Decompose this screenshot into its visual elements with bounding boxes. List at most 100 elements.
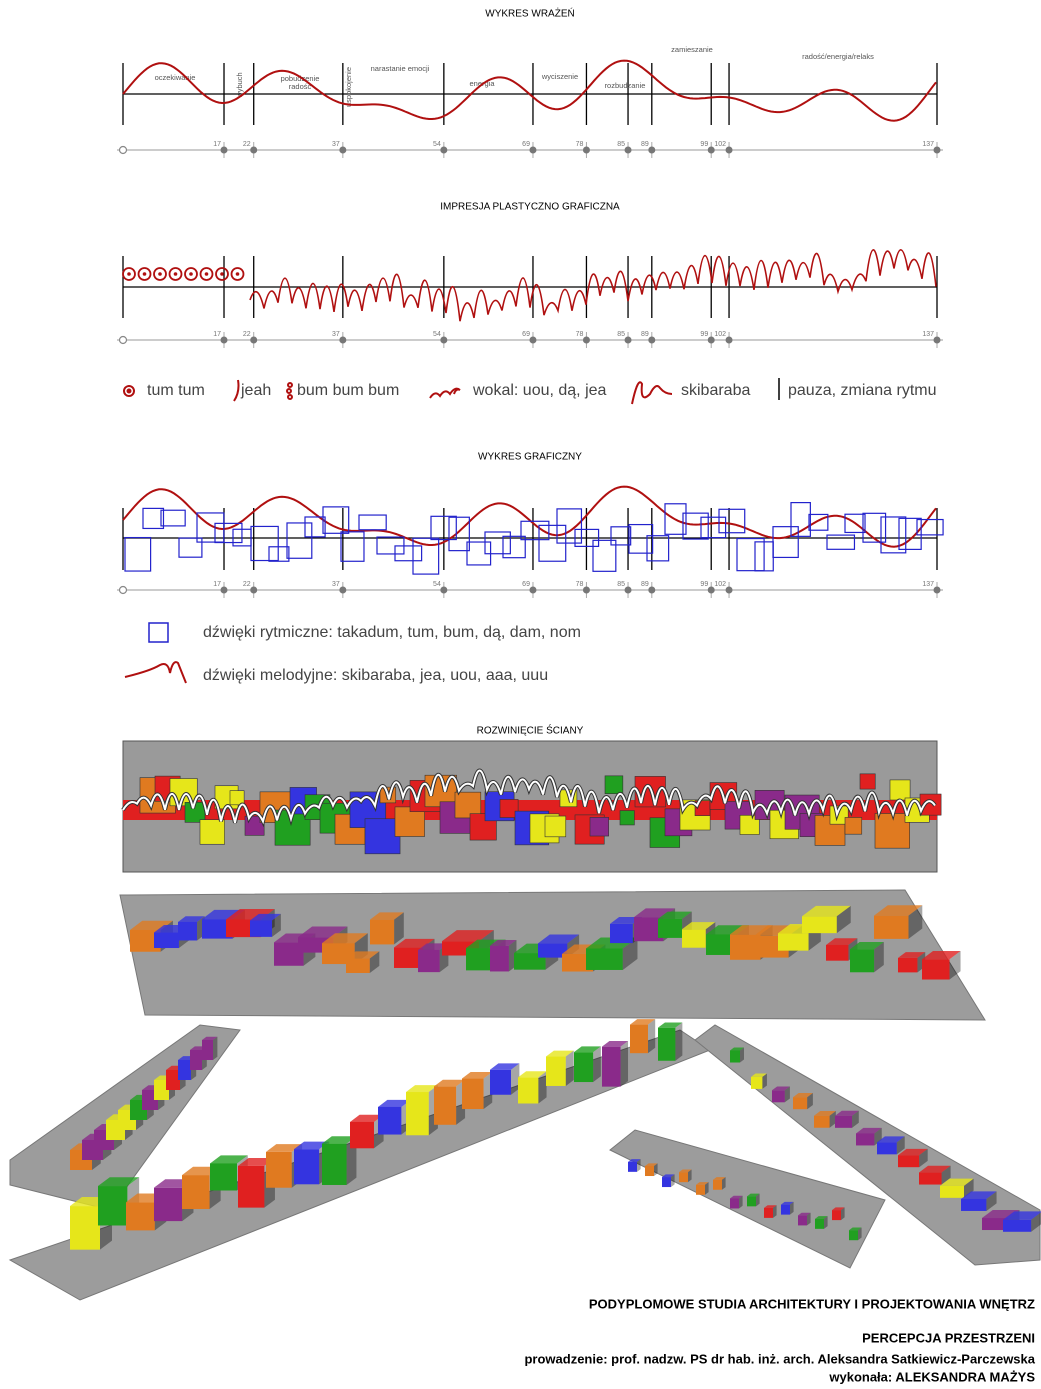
timeline-dot <box>648 146 656 154</box>
timeline-dot <box>440 586 448 594</box>
model-block <box>815 1218 824 1229</box>
model-block <box>562 953 594 972</box>
model-block <box>919 1172 942 1185</box>
model-block <box>294 1141 330 1150</box>
model-block <box>662 1174 675 1178</box>
rhythm-box <box>340 531 365 562</box>
timeline-dot <box>725 336 733 344</box>
model-block <box>130 930 161 952</box>
rhythm-box <box>430 515 457 541</box>
wall-block <box>619 810 635 826</box>
model-block <box>713 1179 722 1190</box>
model-block <box>490 945 509 972</box>
model-block <box>406 1092 429 1136</box>
impression-curve <box>249 249 937 322</box>
model-block <box>835 1110 859 1116</box>
timeline-dot <box>339 336 347 344</box>
model-block <box>620 1041 629 1087</box>
rhythm-box <box>484 531 511 555</box>
model-block <box>154 1187 183 1222</box>
model-block <box>154 1080 169 1100</box>
wall-block <box>229 790 245 806</box>
emotion-label: zamieszanie <box>671 45 713 54</box>
model-block <box>418 943 449 950</box>
timeline-label: 99 <box>700 581 708 588</box>
model-block <box>778 933 809 951</box>
model-block <box>490 1069 511 1095</box>
rhythm-box <box>862 512 887 543</box>
model-block <box>645 1166 654 1177</box>
model-block <box>394 947 423 968</box>
timeline-label: 37 <box>332 331 340 338</box>
timeline-label: 85 <box>617 331 625 338</box>
timeline-dot <box>250 586 258 594</box>
model-block <box>747 1193 760 1197</box>
model-block <box>740 1047 744 1063</box>
timeline-dot <box>529 146 537 154</box>
model-block <box>628 1161 637 1172</box>
model-block <box>602 1041 629 1047</box>
model-block <box>949 950 961 980</box>
model-block <box>679 1169 692 1173</box>
model-block <box>688 1169 692 1183</box>
model-block <box>98 1186 128 1226</box>
model-block <box>238 1165 265 1208</box>
model-block <box>922 959 950 980</box>
timeline-dot <box>933 336 941 344</box>
model-block <box>538 943 568 958</box>
tum-icon <box>235 272 240 276</box>
model-block <box>210 1163 237 1191</box>
model-block <box>126 1202 155 1231</box>
model-block <box>346 951 380 959</box>
timeline-dot <box>648 586 656 594</box>
model-block <box>919 1165 951 1173</box>
tum-icon <box>137 267 152 281</box>
tum-icon <box>220 272 224 276</box>
model-block <box>874 941 884 973</box>
model-block <box>1031 1212 1041 1232</box>
model-block <box>350 1121 374 1149</box>
wall-block <box>859 773 876 790</box>
model-block <box>98 1177 140 1187</box>
timeline-dot <box>440 336 448 344</box>
model-block <box>784 1086 790 1103</box>
model-block <box>807 1092 813 1110</box>
wall-block <box>499 799 519 818</box>
model-block <box>266 1151 292 1188</box>
timeline-label: 22 <box>243 581 251 588</box>
rhythm-box <box>628 523 654 554</box>
model-block <box>773 1205 777 1218</box>
wall-curve <box>122 769 936 825</box>
timeline-label: 137 <box>922 331 934 338</box>
model-block <box>658 918 683 938</box>
model-block <box>178 921 198 941</box>
timeline-dot <box>529 586 537 594</box>
footer-text: prowadzenie: prof. nadzw. PS dr hab. inż… <box>524 1351 1035 1366</box>
timeline-label: 37 <box>332 581 340 588</box>
model-block <box>462 1072 493 1079</box>
emotion-label: wybuch <box>235 72 244 98</box>
legend-label: dźwięki rytmiczne: takadum, tum, bum, dą… <box>203 624 581 641</box>
wall-block <box>244 815 265 836</box>
rhythm-box <box>178 537 203 558</box>
model-block <box>793 1092 813 1098</box>
timeline-label: 69 <box>522 331 530 338</box>
model-block <box>546 1056 566 1086</box>
timeline-label: 78 <box>576 331 584 338</box>
model-block <box>739 1195 743 1209</box>
timeline-label: 78 <box>576 581 584 588</box>
legend-label: dźwięki melodyjne: skibaraba, jea, uou, … <box>203 667 548 684</box>
rhythm-box <box>682 512 709 540</box>
model-block <box>922 950 961 960</box>
model-block <box>751 1073 767 1077</box>
rhythm-box <box>610 526 632 546</box>
rhythm-box <box>142 507 165 530</box>
rhythm-box <box>196 512 225 543</box>
timeline-label: 54 <box>433 331 441 338</box>
tum-icon <box>199 267 214 281</box>
rhythm-box <box>358 514 387 531</box>
rhythm-box <box>412 537 440 575</box>
model-block <box>982 1218 1009 1231</box>
rhythm-box <box>268 546 290 562</box>
